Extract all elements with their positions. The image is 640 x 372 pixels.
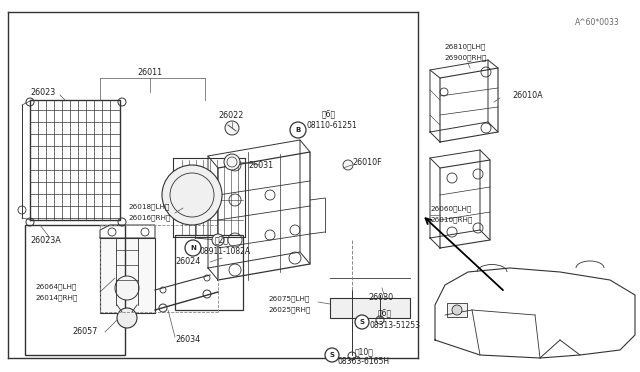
Circle shape (452, 305, 462, 315)
Text: A^60*0033: A^60*0033 (575, 17, 620, 26)
Text: 26022: 26022 (218, 110, 243, 119)
Circle shape (290, 122, 306, 138)
Text: 26010A: 26010A (512, 90, 543, 99)
Bar (330, 298, 410, 318)
Text: 08911-1082A: 08911-1082A (200, 247, 251, 257)
Text: 26010F: 26010F (352, 157, 381, 167)
Text: S: S (330, 352, 335, 358)
Text: 26034: 26034 (175, 336, 200, 344)
Text: 26023: 26023 (30, 87, 55, 96)
Circle shape (185, 240, 201, 256)
Text: （6）: （6） (378, 308, 392, 317)
Text: B: B (296, 127, 301, 133)
Circle shape (225, 121, 239, 135)
Circle shape (325, 348, 339, 362)
Text: 26018〈LH〉: 26018〈LH〉 (128, 204, 170, 210)
Text: 26057: 26057 (72, 327, 97, 337)
Text: 08363-6165H: 08363-6165H (338, 357, 390, 366)
Circle shape (117, 308, 137, 328)
Text: 08313-51253: 08313-51253 (370, 321, 421, 330)
Text: 26010〈RH〉: 26010〈RH〉 (430, 217, 472, 223)
Text: 26030: 26030 (368, 294, 393, 302)
Text: 26016〈RH〉: 26016〈RH〉 (128, 215, 170, 221)
Text: 08110-61251: 08110-61251 (307, 121, 358, 129)
Text: （10）: （10） (355, 347, 374, 356)
Bar (100, 238, 155, 313)
Circle shape (212, 234, 224, 246)
Text: 26031: 26031 (248, 160, 273, 170)
Text: 26064〈LH〉: 26064〈LH〉 (35, 284, 76, 290)
Bar (175, 235, 243, 310)
Text: 26025〈RH〉: 26025〈RH〉 (268, 307, 310, 313)
Text: 26023A: 26023A (30, 235, 61, 244)
Circle shape (115, 276, 139, 300)
Text: 26075〈LH〉: 26075〈LH〉 (268, 296, 309, 302)
Text: 〨2〩: 〨2〩 (215, 235, 229, 244)
Text: 26011: 26011 (138, 67, 163, 77)
Bar (25, 225, 125, 355)
Circle shape (343, 160, 353, 170)
Circle shape (224, 154, 240, 170)
Bar (447, 303, 467, 317)
Text: 26900〈RH〉: 26900〈RH〉 (444, 55, 486, 61)
Text: S: S (360, 319, 365, 325)
Circle shape (162, 165, 222, 225)
Text: 〨6〩: 〨6〩 (322, 109, 336, 119)
Text: 26060〈LH〉: 26060〈LH〉 (430, 206, 472, 212)
Text: 26810〈LH〉: 26810〈LH〉 (444, 44, 485, 50)
Text: N: N (190, 245, 196, 251)
Text: 26014〈RH〉: 26014〈RH〉 (35, 295, 77, 301)
Circle shape (355, 315, 369, 329)
Text: 26024: 26024 (175, 257, 200, 266)
